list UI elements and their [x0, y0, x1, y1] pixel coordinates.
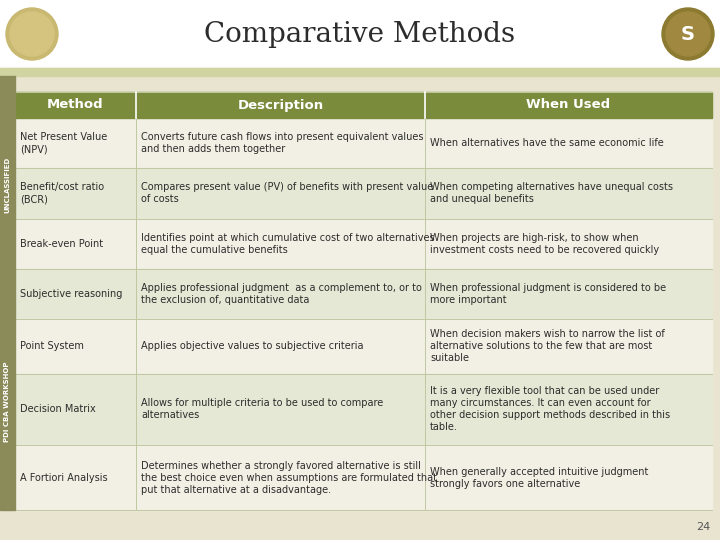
Text: Break-even Point: Break-even Point: [20, 239, 103, 249]
Bar: [15, 269, 712, 319]
Bar: [0, 76, 15, 510]
Text: When alternatives have the same economic life: When alternatives have the same economic…: [430, 138, 664, 148]
Text: When Used: When Used: [526, 98, 611, 111]
Bar: [15, 319, 712, 374]
Text: It is a very flexible tool that can be used under
many circumstances. It can eve: It is a very flexible tool that can be u…: [430, 387, 670, 433]
Circle shape: [662, 8, 714, 60]
Text: Benefit/cost ratio
(BCR): Benefit/cost ratio (BCR): [20, 183, 104, 205]
Circle shape: [6, 8, 58, 60]
Text: Converts future cash flows into present equivalent values
and then adds them tog: Converts future cash flows into present …: [141, 132, 423, 154]
Text: S: S: [681, 24, 695, 44]
Bar: [136, 92, 425, 118]
Text: Applies objective values to subjective criteria: Applies objective values to subjective c…: [141, 341, 364, 352]
Text: Allows for multiple criteria to be used to compare
alternatives: Allows for multiple criteria to be used …: [141, 399, 383, 421]
Text: When professional judgment is considered to be
more important: When professional judgment is considered…: [430, 283, 666, 305]
Text: Decision Matrix: Decision Matrix: [20, 404, 96, 414]
Text: When competing alternatives have unequal costs
and unequal benefits: When competing alternatives have unequal…: [430, 183, 673, 205]
Text: Method: Method: [48, 98, 104, 111]
Text: 24: 24: [696, 522, 710, 532]
Circle shape: [666, 12, 710, 56]
Bar: [15, 446, 712, 510]
Text: Compares present value (PV) of benefits with present value
of costs: Compares present value (PV) of benefits …: [141, 183, 433, 205]
Text: Comparative Methods: Comparative Methods: [204, 21, 516, 48]
Text: Determines whether a strongly favored alternative is still
the best choice even : Determines whether a strongly favored al…: [141, 461, 437, 495]
Text: Description: Description: [238, 98, 323, 111]
Bar: [15, 219, 712, 269]
Text: Subjective reasoning: Subjective reasoning: [20, 289, 122, 299]
Text: A Fortiori Analysis: A Fortiori Analysis: [20, 472, 107, 483]
Text: UNCLASSIFIED: UNCLASSIFIED: [4, 157, 11, 213]
Bar: [0, 68, 720, 76]
Bar: [15, 374, 712, 445]
Text: When generally accepted intuitive judgment
strongly favors one alternative: When generally accepted intuitive judgme…: [430, 467, 649, 489]
Circle shape: [10, 12, 54, 56]
Bar: [425, 92, 712, 118]
Bar: [15, 118, 712, 168]
Text: Identifies point at which cumulative cost of two alternatives
equal the cumulati: Identifies point at which cumulative cos…: [141, 233, 435, 255]
Text: When projects are high-risk, to show when
investment costs need to be recovered : When projects are high-risk, to show whe…: [430, 233, 659, 255]
Bar: [15, 92, 136, 118]
Text: Point System: Point System: [20, 341, 84, 352]
Text: When decision makers wish to narrow the list of
alternative solutions to the few: When decision makers wish to narrow the …: [430, 329, 665, 363]
Text: Applies professional judgment  as a complement to, or to
the exclusion of, quant: Applies professional judgment as a compl…: [141, 283, 422, 305]
Bar: [15, 168, 712, 219]
Text: Net Present Value
(NPV): Net Present Value (NPV): [20, 132, 107, 154]
Text: PDI CBA WORKSHOP: PDI CBA WORKSHOP: [4, 361, 11, 442]
Bar: [0, 68, 720, 540]
